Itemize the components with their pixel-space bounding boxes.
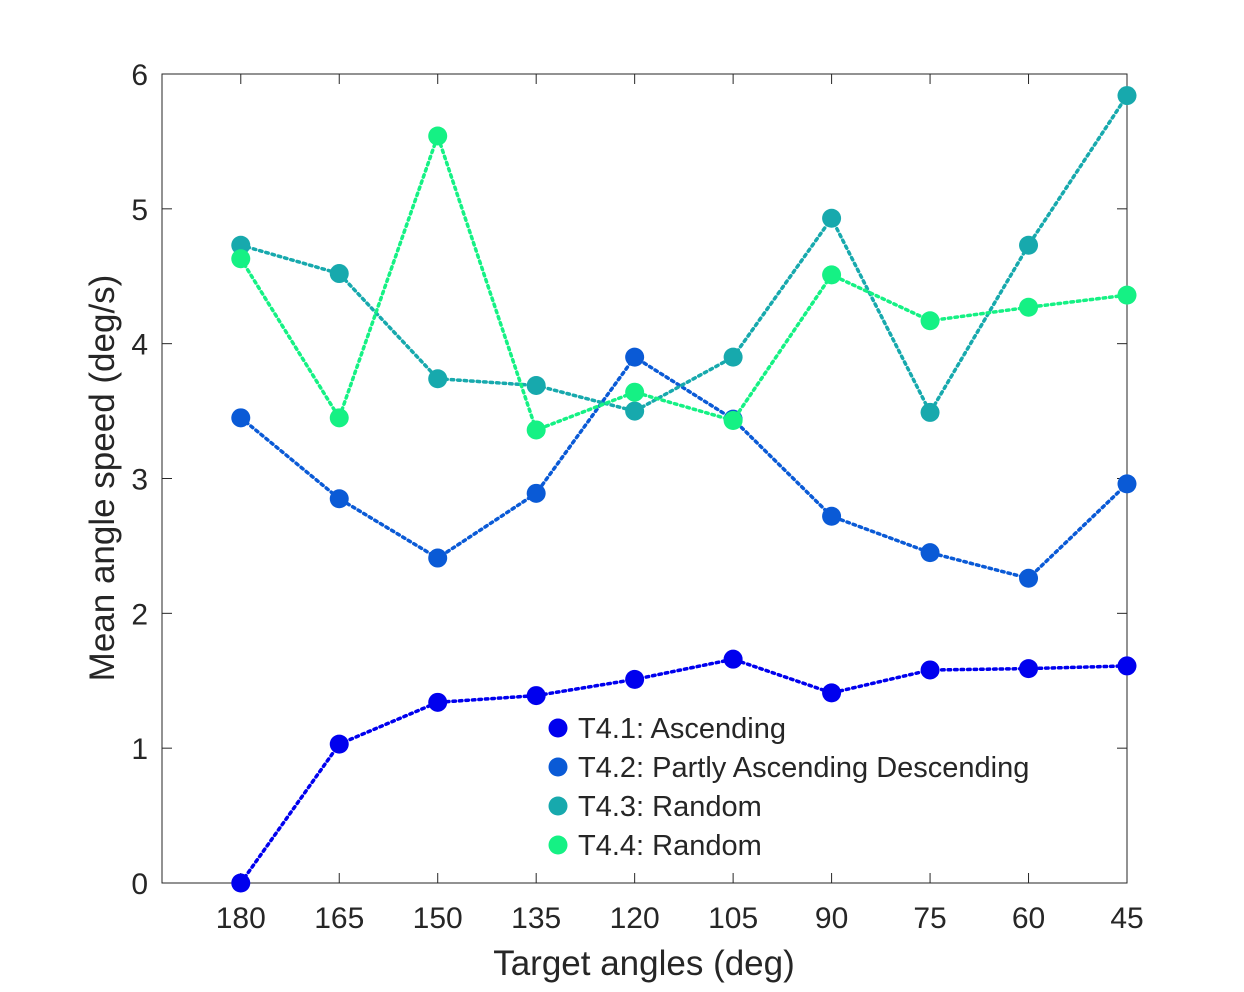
data-point	[526, 483, 546, 503]
data-point	[329, 264, 349, 284]
y-tick-label: 3	[131, 464, 148, 497]
data-point	[231, 249, 251, 269]
data-point	[625, 669, 645, 689]
data-point	[329, 489, 349, 509]
data-point	[822, 208, 842, 228]
data-point	[329, 408, 349, 428]
data-point	[822, 683, 842, 703]
series-1	[231, 649, 1137, 893]
series-2	[231, 347, 1137, 588]
y-axis-label: Mean angle speed (deg/s)	[83, 275, 122, 682]
legend-marker	[548, 796, 568, 816]
legend-label: T4.2: Partly Ascending Descending	[578, 752, 1029, 784]
data-point	[723, 347, 743, 367]
data-point	[1019, 235, 1039, 255]
data-point	[428, 369, 448, 389]
series-line	[239, 93, 1129, 417]
legend-label: T4.3: Random	[578, 791, 762, 823]
data-point	[428, 548, 448, 568]
x-axis-label: Target angles (deg)	[493, 944, 795, 983]
data-point	[723, 411, 743, 431]
data-point	[526, 420, 546, 440]
data-point	[1117, 474, 1137, 494]
x-tick-label: 180	[216, 902, 266, 935]
data-point	[625, 347, 645, 367]
data-point	[231, 408, 251, 428]
y-tick-label: 1	[131, 733, 148, 766]
series-3	[231, 86, 1137, 422]
legend-marker	[548, 757, 568, 777]
data-point	[920, 660, 940, 680]
data-point	[1117, 86, 1137, 106]
x-tick-label: 45	[1110, 902, 1143, 935]
series-line	[239, 130, 1129, 433]
data-point	[428, 692, 448, 712]
data-point	[920, 402, 940, 422]
x-tick-label: 75	[913, 902, 946, 935]
data-point	[1019, 659, 1039, 679]
data-point	[526, 375, 546, 395]
data-point	[231, 235, 251, 255]
y-tick-label: 6	[131, 59, 148, 92]
legend: T4.1: Ascending T4.2: Partly Ascending De…	[548, 713, 1029, 862]
x-tick-label: 135	[511, 902, 561, 935]
x-tick-label: 60	[1012, 902, 1045, 935]
series-layer	[231, 86, 1137, 893]
y-tick-label: 5	[131, 194, 148, 227]
plot-area	[161, 73, 1128, 884]
legend-marker	[548, 718, 568, 738]
legend-marker	[548, 835, 568, 855]
x-tick-label: 150	[413, 902, 463, 935]
data-point	[822, 265, 842, 285]
data-point	[231, 873, 251, 893]
legend-label: T4.1: Ascending	[578, 713, 786, 745]
data-point	[1019, 297, 1039, 317]
x-tick-label: 120	[610, 902, 660, 935]
legend-label: T4.4: Random	[578, 830, 762, 862]
data-point	[822, 506, 842, 526]
data-point	[723, 649, 743, 669]
y-tick-label: 2	[131, 598, 148, 631]
data-point	[920, 543, 940, 563]
data-point	[526, 686, 546, 706]
data-point	[625, 382, 645, 402]
data-point	[428, 126, 448, 146]
data-point	[1117, 285, 1137, 305]
y-tick-label: 4	[131, 329, 148, 362]
x-tick-label: 105	[708, 902, 758, 935]
series-line	[239, 354, 1129, 581]
axis-ticks	[162, 73, 1128, 884]
series-line	[239, 657, 1129, 885]
data-point	[329, 734, 349, 754]
data-point	[1019, 568, 1039, 588]
series-4	[231, 126, 1137, 440]
y-tick-label: 0	[131, 868, 148, 901]
data-point	[1117, 656, 1137, 676]
data-point	[625, 401, 645, 421]
x-tick-label: 90	[815, 902, 848, 935]
data-point	[920, 311, 940, 331]
x-tick-label: 165	[314, 902, 364, 935]
